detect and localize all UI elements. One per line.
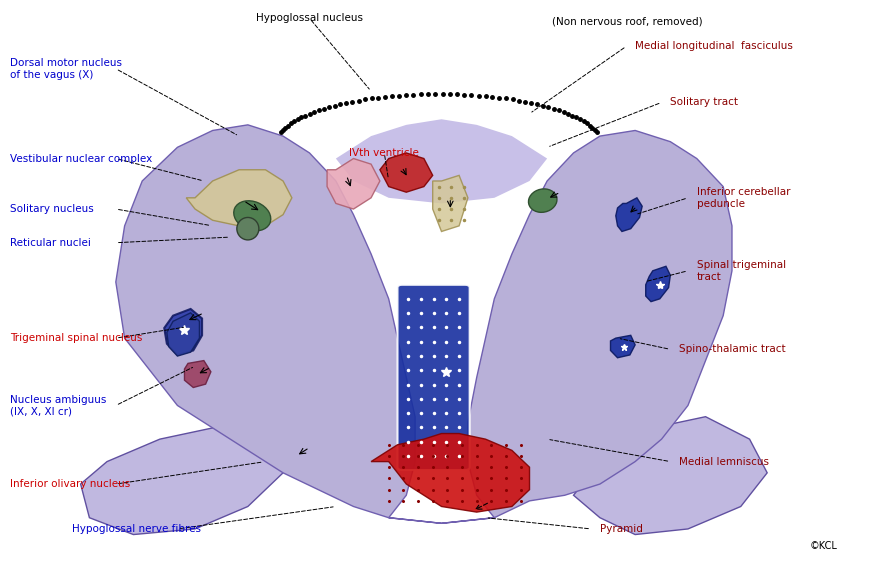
Text: IVth ventricle: IVth ventricle: [350, 148, 419, 158]
Polygon shape: [380, 153, 433, 192]
Polygon shape: [574, 417, 767, 535]
Text: Inferior olivary nucleus: Inferior olivary nucleus: [11, 479, 131, 489]
Text: Dorsal motor nucleus
of the vagus (X): Dorsal motor nucleus of the vagus (X): [11, 58, 122, 80]
Polygon shape: [116, 125, 732, 523]
Polygon shape: [186, 170, 292, 226]
Text: Inferior cerebellar
peduncle: Inferior cerebellar peduncle: [697, 187, 790, 209]
Text: ©KCL: ©KCL: [810, 541, 838, 552]
Polygon shape: [610, 336, 635, 358]
Ellipse shape: [529, 189, 557, 212]
Text: Solitary tract: Solitary tract: [670, 98, 738, 107]
Polygon shape: [433, 175, 468, 231]
Text: Nucleus ambiguus
(IX, X, XI cr): Nucleus ambiguus (IX, X, XI cr): [11, 395, 107, 416]
Polygon shape: [164, 309, 202, 355]
Text: Spino-thalamic tract: Spino-thalamic tract: [679, 345, 786, 354]
Ellipse shape: [237, 218, 259, 240]
Polygon shape: [167, 313, 200, 356]
Polygon shape: [615, 198, 642, 231]
Polygon shape: [371, 434, 530, 512]
Text: Spinal trigeminal
tract: Spinal trigeminal tract: [697, 260, 786, 281]
Polygon shape: [327, 158, 380, 209]
Text: Hypoglossal nerve fibres: Hypoglossal nerve fibres: [72, 524, 200, 534]
Text: Solitary nucleus: Solitary nucleus: [11, 204, 94, 214]
Polygon shape: [645, 266, 670, 302]
Polygon shape: [336, 119, 547, 204]
Polygon shape: [185, 360, 211, 387]
FancyBboxPatch shape: [397, 285, 470, 470]
Text: Vestibular nuclear complex: Vestibular nuclear complex: [11, 153, 153, 164]
Text: Trigeminal spinal nucleus: Trigeminal spinal nucleus: [11, 333, 142, 343]
Polygon shape: [80, 428, 283, 535]
Text: Pyramid: Pyramid: [600, 524, 643, 534]
Text: Medial lemniscus: Medial lemniscus: [679, 457, 769, 466]
Text: Medial longitudinal  fasciculus: Medial longitudinal fasciculus: [635, 41, 793, 51]
Text: Hypoglossal nucleus: Hypoglossal nucleus: [256, 13, 363, 23]
Text: (Non nervous roof, removed): (Non nervous roof, removed): [552, 16, 702, 26]
Text: Reticular nuclei: Reticular nuclei: [11, 237, 91, 248]
Ellipse shape: [234, 201, 271, 231]
